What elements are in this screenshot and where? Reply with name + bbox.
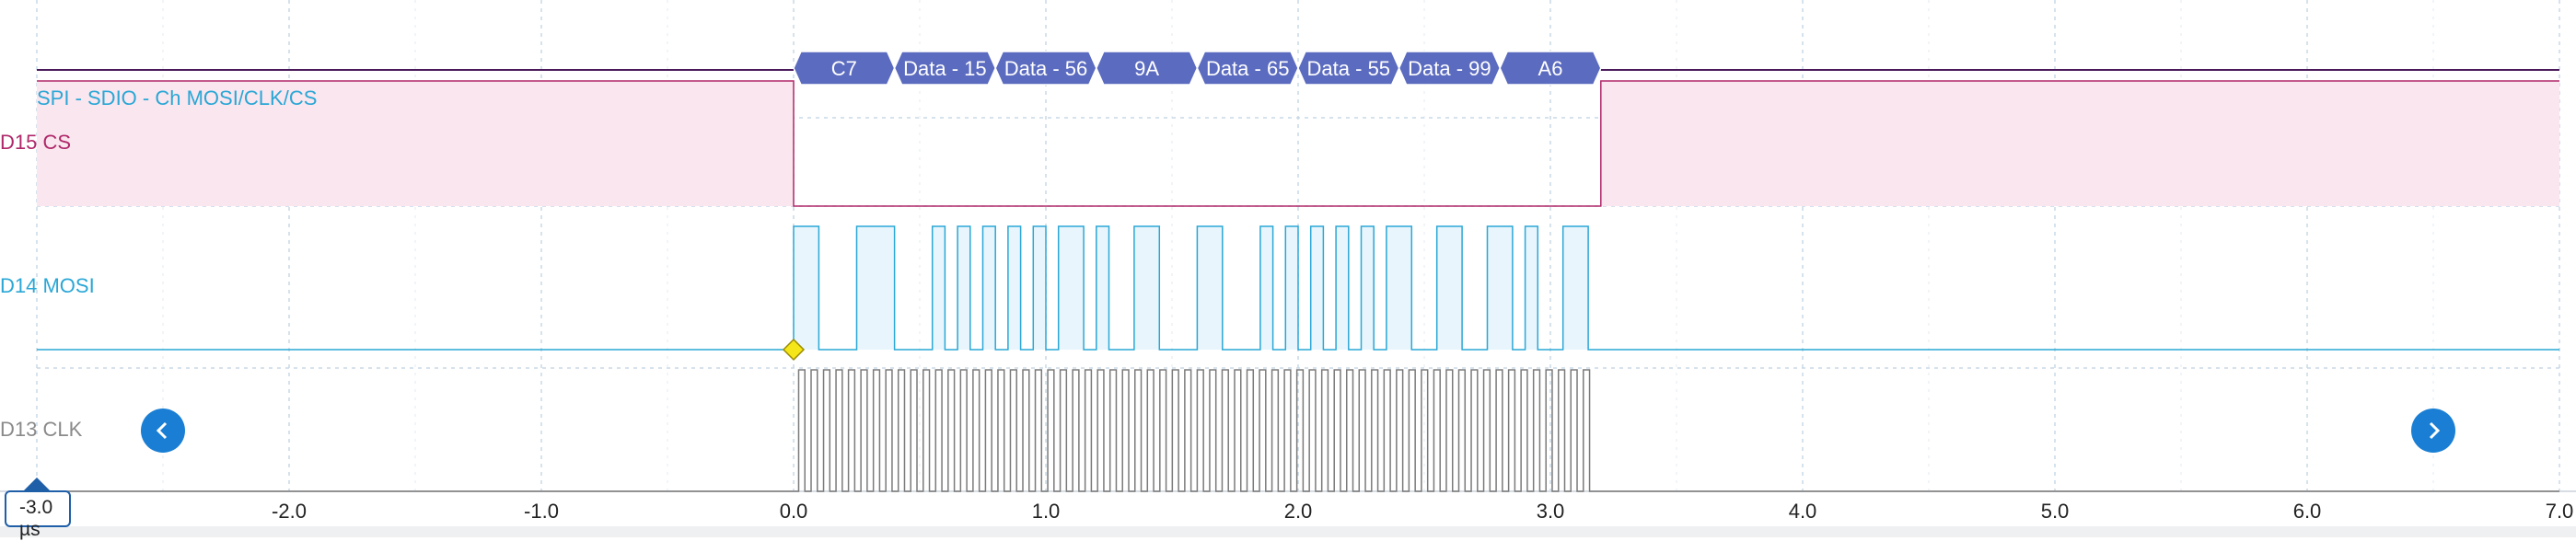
trigger-diamond-icon bbox=[782, 338, 806, 362]
mosi-high-fill bbox=[1525, 226, 1538, 350]
decode-frame-label: Data - 99 bbox=[1408, 57, 1491, 80]
cs-shade-right bbox=[1600, 81, 2559, 206]
tick-label: 5.0 bbox=[2040, 500, 2070, 523]
tick-label: 6.0 bbox=[2292, 500, 2322, 523]
clk-waveform bbox=[37, 369, 2559, 492]
time-cursor-readout[interactable]: -3.0 µs bbox=[5, 490, 71, 540]
channel-label-cs[interactable]: D15 CS bbox=[0, 131, 72, 154]
mosi-high-fill bbox=[1007, 226, 1021, 350]
cs-shade-left bbox=[37, 81, 794, 206]
mosi-high-fill bbox=[1033, 226, 1046, 350]
decode-frame-label: A6 bbox=[1538, 57, 1563, 80]
channel-label-mosi[interactable]: D14 MOSI bbox=[0, 274, 95, 297]
decode-frame-label: Data - 56 bbox=[1004, 57, 1088, 80]
protocol-decoder-label: SPI - SDIO - Ch MOSI/CLK/CS bbox=[37, 86, 318, 109]
mosi-high-fill bbox=[1197, 226, 1223, 350]
mosi-high-fill bbox=[1310, 226, 1324, 350]
mosi-high-fill bbox=[1096, 226, 1109, 350]
decode-frame-label: Data - 65 bbox=[1206, 57, 1290, 80]
mosi-high-fill bbox=[856, 226, 895, 350]
tick-label: 4.0 bbox=[1788, 500, 1817, 523]
mosi-high-fill bbox=[1336, 226, 1349, 350]
tick-label: 0.0 bbox=[779, 500, 808, 523]
decode-frame-label: Data - 55 bbox=[1307, 57, 1391, 80]
mosi-high-fill bbox=[1259, 226, 1273, 350]
tick-label: -2.0 bbox=[272, 500, 307, 523]
mosi-high-fill bbox=[794, 226, 819, 350]
mosi-high-fill bbox=[1436, 226, 1463, 350]
mosi-high-fill bbox=[1285, 226, 1298, 350]
mosi-waveform bbox=[37, 225, 2559, 351]
tick-label: 7.0 bbox=[2545, 500, 2574, 523]
mosi-high-fill bbox=[1361, 226, 1375, 350]
scroll-left-button[interactable] bbox=[141, 409, 185, 453]
mosi-high-fill bbox=[957, 226, 970, 350]
channel-label-clk[interactable]: D13 CLK bbox=[0, 418, 83, 441]
time-cursor-marker[interactable] bbox=[22, 478, 52, 492]
decode-frame bbox=[1499, 51, 1602, 86]
tick-label: 3.0 bbox=[1536, 500, 1565, 523]
scroll-right-button[interactable] bbox=[2411, 409, 2455, 453]
mosi-high-fill bbox=[1058, 226, 1085, 350]
cs-waveform bbox=[37, 80, 2559, 207]
footer-band bbox=[0, 526, 2576, 537]
chevron-left-icon bbox=[156, 421, 168, 440]
tick-label: 1.0 bbox=[1031, 500, 1061, 523]
cursor-time-value: -3.0 µs bbox=[19, 497, 53, 540]
mosi-high-fill bbox=[1487, 226, 1513, 350]
mosi-high-fill bbox=[1133, 226, 1160, 350]
mosi-high-fill bbox=[982, 226, 996, 350]
mosi-high-fill bbox=[932, 226, 946, 350]
chevron-right-icon bbox=[2429, 421, 2441, 440]
decode-frame-label: C7 bbox=[831, 57, 857, 80]
decode-frame-label: 9A bbox=[1134, 57, 1159, 80]
tick-label: -1.0 bbox=[524, 500, 559, 523]
decode-frame-label: Data - 15 bbox=[903, 57, 987, 80]
mosi-high-fill bbox=[1562, 226, 1589, 350]
tick-label: 2.0 bbox=[1283, 500, 1313, 523]
mosi-high-fill bbox=[1386, 226, 1412, 350]
